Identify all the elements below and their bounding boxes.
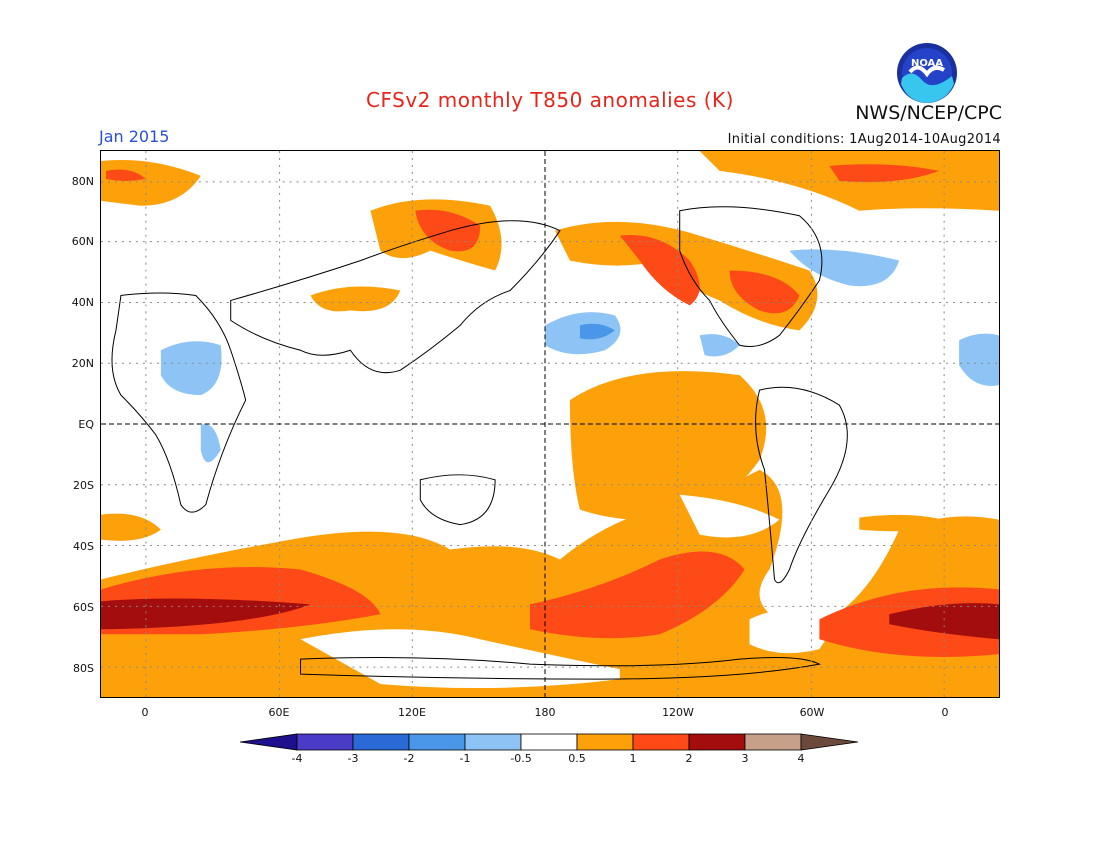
legend-label: 0.5: [568, 752, 586, 765]
legend-swatch: [296, 733, 354, 751]
lat-label: EQ: [78, 418, 94, 431]
lon-label: 180: [534, 706, 556, 719]
legend-label: -2: [403, 752, 415, 765]
lat-label: 20N: [71, 357, 94, 370]
legend-swatch: [464, 733, 522, 751]
lon-label: 0: [141, 706, 149, 719]
lon-label: 60W: [799, 706, 825, 719]
lat-label: 60S: [73, 601, 94, 614]
initial-conditions: Initial conditions: 1Aug2014-10Aug2014: [727, 132, 1001, 147]
legend-label: 1: [629, 752, 637, 765]
lat-label: 40S: [73, 540, 94, 553]
legend-label: 2: [685, 752, 693, 765]
lon-label: 120E: [398, 706, 426, 719]
lat-label: 80S: [73, 662, 94, 675]
anomaly-map: [100, 150, 1000, 698]
lat-label: 20S: [73, 479, 94, 492]
legend-arrow-high: [800, 733, 859, 751]
legend-label: -1: [459, 752, 471, 765]
lat-label: 40N: [71, 296, 94, 309]
chart-title: CFSv2 monthly T850 anomalies (K): [366, 88, 734, 112]
legend-swatch: [632, 733, 690, 751]
color-legend: [240, 733, 859, 751]
lon-label: 120W: [662, 706, 694, 719]
legend-swatch: [744, 733, 802, 751]
legend-swatch: [352, 733, 410, 751]
legend-arrow-low: [240, 733, 298, 751]
lon-label: 0: [941, 706, 949, 719]
legend-label: -0.5: [510, 752, 532, 765]
legend-swatch: [576, 733, 634, 751]
lat-label: 60N: [71, 235, 94, 248]
forecast-month: Jan 2015: [99, 127, 170, 146]
lat-label: 80N: [71, 175, 94, 188]
org-label: NWS/NCEP/CPC: [855, 102, 1002, 124]
legend-label: -4: [291, 752, 303, 765]
legend-label: 3: [741, 752, 749, 765]
legend-label: 4: [797, 752, 805, 765]
lon-label: 60E: [268, 706, 290, 719]
noaa-logo: NOAA: [897, 43, 957, 103]
legend-swatch: [520, 733, 578, 751]
legend-swatch: [688, 733, 746, 751]
svg-text:NOAA: NOAA: [911, 58, 943, 69]
legend-swatch: [408, 733, 466, 751]
legend-label: -3: [347, 752, 359, 765]
